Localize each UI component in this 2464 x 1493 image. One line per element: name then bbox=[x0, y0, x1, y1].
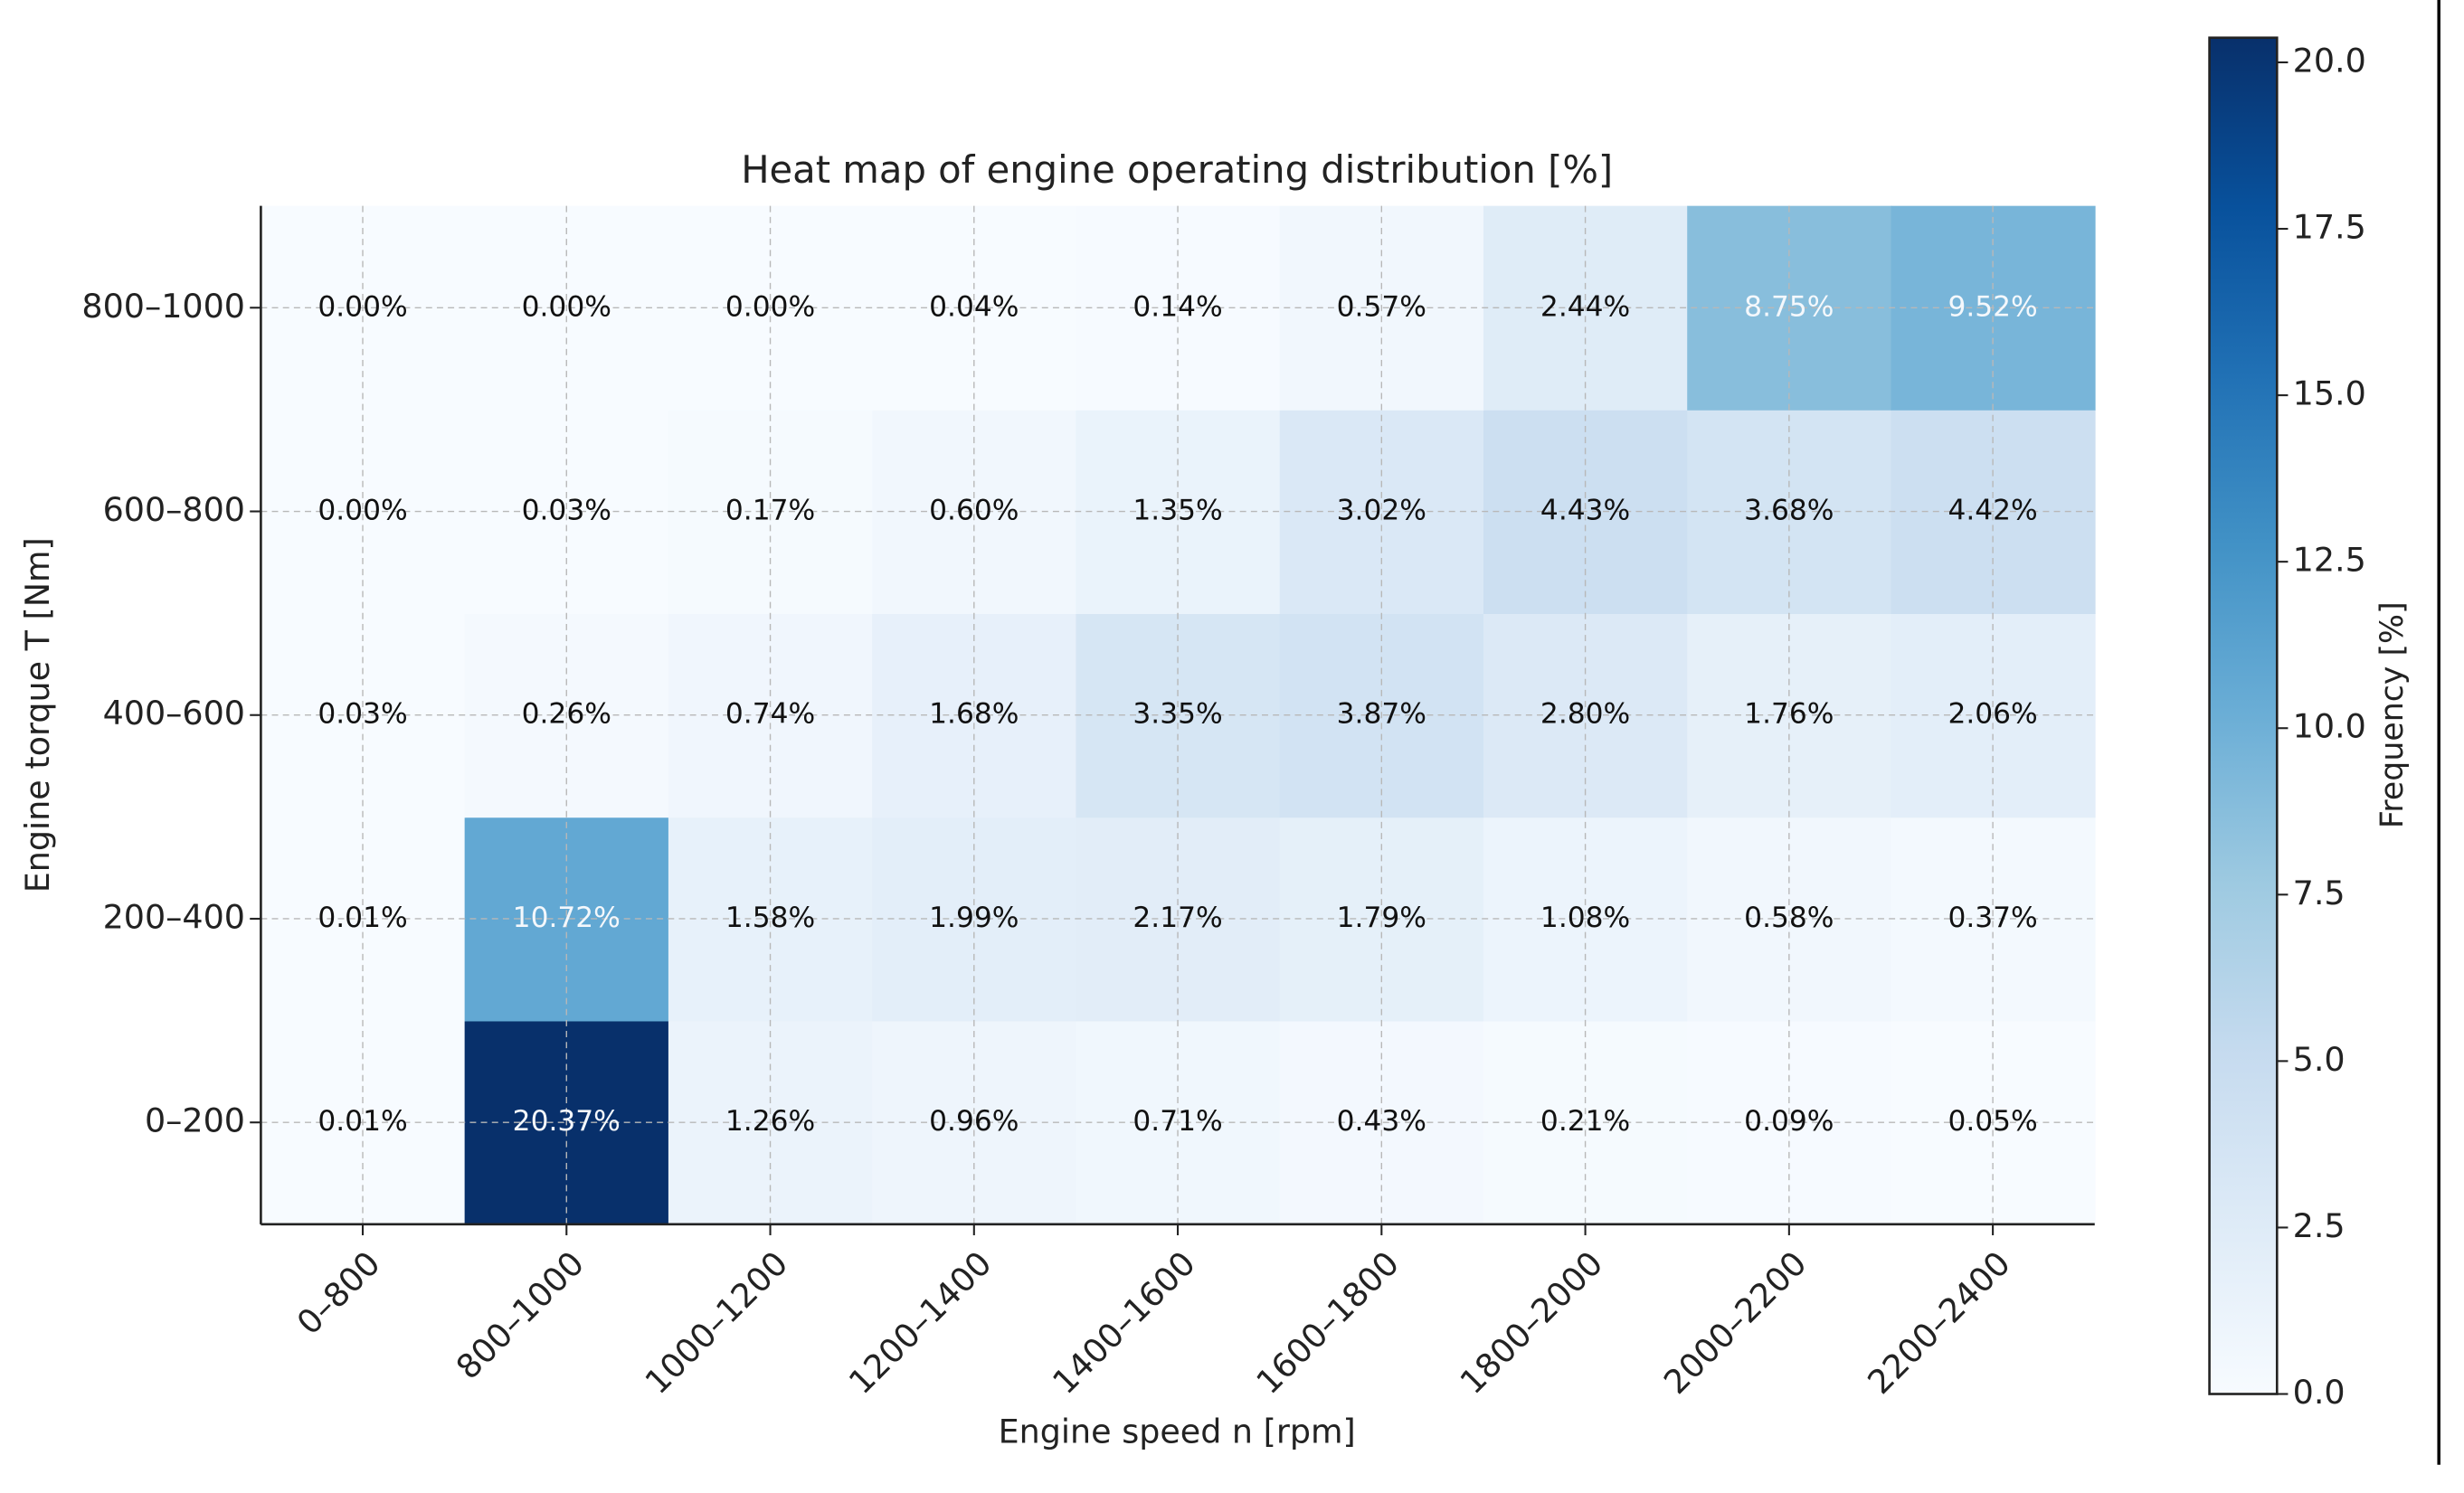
cell-label: 0.00% bbox=[317, 290, 407, 323]
colorbar-tick-label: 7.5 bbox=[2293, 874, 2346, 912]
cell-label: 1.79% bbox=[1337, 902, 1426, 934]
cell-label: 2.17% bbox=[1132, 902, 1222, 934]
cell-label: 3.02% bbox=[1337, 495, 1426, 527]
cell-label: 0.03% bbox=[317, 698, 407, 731]
chart-title: Heat map of engine operating distributio… bbox=[741, 147, 1613, 192]
cell-label: 0.96% bbox=[929, 1105, 1019, 1138]
colorbar-tick-label: 10.0 bbox=[2293, 707, 2366, 746]
y-tick-label: 800–1000 bbox=[81, 287, 245, 326]
cell-label: 0.74% bbox=[725, 698, 815, 731]
colorbar-label: Frequency [%] bbox=[2374, 601, 2411, 828]
cell-label: 0.00% bbox=[725, 290, 815, 323]
cell-label: 9.52% bbox=[1948, 290, 2037, 323]
cell-label: 0.01% bbox=[317, 1105, 407, 1138]
y-axis-label: Engine torque T [Nm] bbox=[18, 537, 57, 893]
cell-label: 0.60% bbox=[929, 495, 1019, 527]
cell-label: 0.43% bbox=[1337, 1105, 1426, 1138]
cell-label: 3.87% bbox=[1337, 698, 1426, 731]
cell-label: 1.08% bbox=[1540, 902, 1630, 934]
cell-label: 1.68% bbox=[929, 698, 1019, 731]
cell-label: 8.75% bbox=[1744, 290, 1834, 323]
cell-label: 0.03% bbox=[522, 495, 611, 527]
x-tick-label: 0–800 bbox=[289, 1243, 388, 1342]
colorbar-tick-label: 17.5 bbox=[2293, 208, 2366, 247]
cell-label: 0.37% bbox=[1948, 902, 2037, 934]
x-axis-label: Engine speed n [rpm] bbox=[999, 1412, 1356, 1450]
y-tick-label: 200–400 bbox=[103, 897, 245, 936]
colorbar-tick-label: 20.0 bbox=[2293, 41, 2366, 80]
cell-label: 2.06% bbox=[1948, 698, 2037, 731]
colorbar-tick-label: 5.0 bbox=[2293, 1040, 2346, 1079]
x-tick-label: 1200–1400 bbox=[841, 1243, 1000, 1402]
cell-label: 3.35% bbox=[1132, 698, 1222, 731]
cell-label: 0.17% bbox=[725, 495, 815, 527]
y-tick-label: 0–200 bbox=[145, 1101, 245, 1140]
cell-label: 20.37% bbox=[513, 1105, 621, 1138]
cell-label: 1.26% bbox=[725, 1105, 815, 1138]
cell-label: 0.14% bbox=[1132, 290, 1222, 323]
cell-label: 0.58% bbox=[1744, 902, 1834, 934]
cell-label: 0.21% bbox=[1540, 1105, 1630, 1138]
x-tick-label: 1600–1800 bbox=[1248, 1243, 1407, 1402]
cell-label: 0.05% bbox=[1948, 1105, 2037, 1138]
colorbar-tick-label: 12.5 bbox=[2293, 541, 2366, 580]
y-tick-label: 600–800 bbox=[103, 490, 245, 529]
y-tick-label: 400–600 bbox=[103, 694, 245, 732]
cell-label: 0.00% bbox=[317, 495, 407, 527]
colorbar-tick-label: 15.0 bbox=[2293, 374, 2366, 413]
cell-label: 0.26% bbox=[522, 698, 611, 731]
cell-label: 1.58% bbox=[725, 902, 815, 934]
cell-label: 0.71% bbox=[1132, 1105, 1222, 1138]
colorbar-tick-label: 2.5 bbox=[2293, 1206, 2346, 1245]
x-tick-label: 1000–1200 bbox=[638, 1243, 796, 1402]
x-tick-label: 1800–2000 bbox=[1453, 1243, 1611, 1402]
cell-label: 2.44% bbox=[1540, 290, 1630, 323]
cell-label: 4.43% bbox=[1540, 495, 1630, 527]
cell-label: 10.72% bbox=[513, 902, 621, 934]
cell-label: 1.76% bbox=[1744, 698, 1834, 731]
cell-label: 0.01% bbox=[317, 902, 407, 934]
colorbar bbox=[2208, 36, 2279, 1395]
x-tick-label: 2000–2200 bbox=[1656, 1243, 1815, 1402]
x-tick-label: 1400–1600 bbox=[1045, 1243, 1203, 1402]
cell-label: 0.00% bbox=[522, 290, 611, 323]
cell-label: 0.09% bbox=[1744, 1105, 1834, 1138]
cell-label: 2.80% bbox=[1540, 698, 1630, 731]
cell-label: 0.57% bbox=[1337, 290, 1426, 323]
x-tick-label: 2200–2400 bbox=[1860, 1243, 2018, 1402]
cell-label: 1.35% bbox=[1132, 495, 1222, 527]
cell-label: 3.68% bbox=[1744, 495, 1834, 527]
cell-label: 1.99% bbox=[929, 902, 1019, 934]
colorbar-tick-label: 0.0 bbox=[2293, 1373, 2346, 1412]
cell-label: 0.04% bbox=[929, 290, 1019, 323]
x-tick-label: 800–1000 bbox=[449, 1243, 592, 1386]
cell-label: 4.42% bbox=[1948, 495, 2037, 527]
